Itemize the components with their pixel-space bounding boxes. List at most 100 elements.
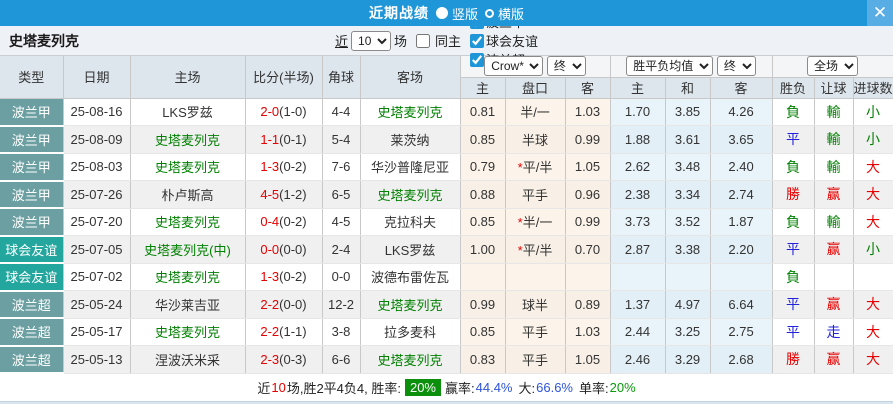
odds-company-select[interactable]: Crow* [484,56,544,76]
avg-home-cell: 1.37 [610,290,666,319]
home-team-cell: 史塔麦列克(中) [130,235,246,264]
let-result-cell: 輸 [814,125,854,154]
away-odds-cell: 0.96 [565,180,611,209]
table-row: 波兰甲 25-08-09 史塔麦列克 1-1(0-1) 5-4 莱茨纳 0.85 半球 0.99… [0,125,893,154]
scope-header: 全场 [772,56,893,78]
goals-cell: 大 [853,290,893,319]
away-odds-cell: 1.05 [565,345,611,374]
match-date-cell: 25-08-09 [63,125,131,154]
goals-cell: 大 [853,180,893,209]
layout-radio-horizontal[interactable]: 横版 [485,4,524,23]
score-cell: 1-1(0-1) [245,125,323,154]
summary-middle: 场,胜2平4负4, 胜率: [286,381,401,396]
avg-draw-cell: 3.38 [665,235,711,264]
result-cell: 平 [772,125,815,154]
handicap-star: * [517,215,523,231]
away-odds-cell [565,263,611,291]
halftime-score: (1-2) [279,186,307,202]
goals-cell: 小 [853,98,893,126]
league-filter-checkbox[interactable] [470,33,485,48]
horizontal-layout-label: 横版 [498,6,525,22]
same-host-checkbox[interactable] [416,33,431,48]
league-filter-1: 球会友谊 [464,31,538,50]
sub-header-result: 胜负 [772,77,815,99]
avg-draw-cell [665,263,711,291]
avg-home-cell: 2.62 [610,153,666,181]
win-odds-label: 赢率: [445,381,475,396]
team-name: 史塔麦列克 [9,32,79,49]
handicap-cell [505,263,566,291]
let-result-cell: 赢 [814,345,854,374]
league-filter-checkbox[interactable] [470,52,485,67]
big-label: 大: [518,381,536,396]
score-cell: 2-2(1-1) [245,318,323,346]
close-icon[interactable]: ✕ [867,0,893,26]
header-sub-row: 主 盘口 客 主 和 客 胜负 让球 进球数 [0,77,893,99]
sub-header-odds-home: 主 [460,77,506,99]
goals-cell: 大 [853,208,893,236]
radio-unselected-icon[interactable] [485,8,494,18]
home-odds-cell: 0.85 [460,318,506,346]
home-team-cell: 涅波沃米采 [130,345,246,374]
avg-type-select[interactable]: 胜平负均值 [626,56,714,76]
avg-away-cell: 3.65 [710,125,773,154]
goals-cell: 大 [853,345,893,374]
away-odds-cell: 1.03 [565,98,611,126]
match-date-cell: 25-07-20 [63,208,131,236]
away-odds-cell: 1.03 [565,318,611,346]
col-header-date: 日期 [63,56,131,99]
avg-draw-cell: 3.61 [665,125,711,154]
score-cell: 1-3(0-2) [245,153,323,181]
layout-radio-vertical[interactable]: 竖版 [435,4,478,23]
away-team-cell: 波德布雷佐瓦 [360,263,461,291]
home-odds-cell: 0.99 [460,290,506,319]
recent-count-select[interactable]: 10 [351,30,392,51]
away-odds-cell: 0.89 [565,290,611,319]
table-row: 波兰超 25-05-17 史塔麦列克 2-2(1-1) 3-8 拉多麦科 0.85 平手 1.0… [0,318,893,347]
header-dropdown-row: 类型 日期 主场 比分(半场) 角球 客场 Crow* 终 胜平负均值 终 全场 [0,56,893,99]
match-type-cell: 球会友谊 [0,235,64,264]
avg-away-cell: 2.68 [710,345,773,374]
home-odds-cell: 0.81 [460,98,506,126]
home-team-cell: 朴卢斯高 [130,180,246,209]
win-odds-value: 44.4% [475,380,513,395]
match-date-cell: 25-07-02 [63,263,131,291]
home-team-cell: 史塔麦列克 [130,125,246,154]
home-team-cell: LKS罗兹 [130,98,246,126]
scope-select[interactable]: 全场 [807,56,859,76]
halftime-score: (0-2) [279,269,307,285]
title-bar: 近期战绩 竖版 横版 ✕ [0,0,893,26]
avg-draw-cell: 3.25 [665,318,711,346]
table-row: 球会友谊 25-07-02 史塔麦列克 1-3(0-2) 0-0 波德布雷佐瓦負 [0,263,893,292]
away-odds-cell: 1.05 [565,153,611,181]
match-date-cell: 25-07-26 [63,180,131,209]
match-type-cell: 波兰甲 [0,125,64,154]
score-cell: 1-3(0-2) [245,263,323,291]
fulltime-score: 0-0 [260,241,280,257]
score-cell: 4-5(1-2) [245,180,323,209]
halftime-score: (0-0) [279,296,307,312]
avg-time-select[interactable]: 终 [716,56,756,76]
odds-time-select[interactable]: 终 [546,56,586,76]
match-type-cell: 波兰超 [0,318,64,347]
let-result-cell: 赢 [814,290,854,319]
avg-draw-cell: 3.34 [665,180,711,209]
corners-cell: 4-5 [322,208,361,236]
fulltime-score: 1-3 [260,159,280,175]
avg-home-cell: 2.38 [610,180,666,209]
avg-draw-cell: 4.97 [665,290,711,319]
handicap-cell: 平手 [505,318,566,346]
goals-cell [853,263,893,291]
away-team-cell: 克拉科夫 [360,208,461,236]
home-odds-cell: 1.00 [460,235,506,264]
match-date-cell: 25-05-17 [63,318,131,346]
halftime-score: (0-0) [279,241,307,257]
table-row: 波兰超 25-05-24 华沙莱吉亚 2-2(0-0) 12-2 史塔麦列克 0.99 球半 0… [0,290,893,319]
away-team-cell: 拉多麦科 [360,318,461,346]
avg-home-cell: 1.88 [610,125,666,154]
result-cell: 平 [772,290,815,319]
avg-away-cell: 2.20 [710,235,773,264]
radio-selected-icon[interactable] [435,7,448,19]
sub-header-avg-home: 主 [610,77,666,99]
